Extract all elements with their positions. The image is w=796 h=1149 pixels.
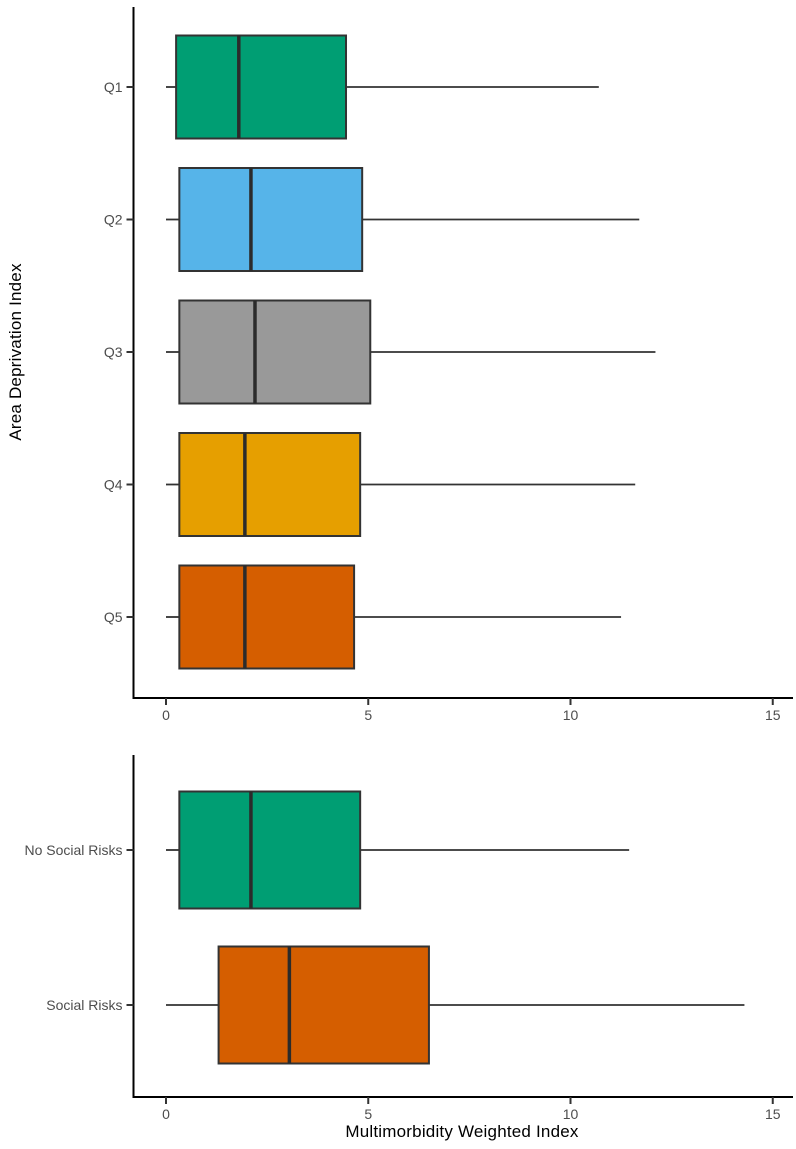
box-q5	[178, 564, 356, 670]
y-tick-label-q4: Q4	[104, 476, 123, 492]
x-tick-label-10: 10	[563, 1106, 579, 1122]
box-q1	[175, 34, 348, 140]
y-tick-label-q2: Q2	[104, 211, 123, 227]
x-tick-label-5: 5	[364, 707, 372, 723]
x-tick-label-15: 15	[765, 707, 781, 723]
bottom-boxplot-panel: 0 5 10 15 No Social Risks Social Risks	[24, 755, 793, 1122]
y-tick-label-social-risks: Social Risks	[46, 997, 122, 1013]
x-tick-label-0: 0	[162, 707, 170, 723]
x-axis-title: Multimorbidity Weighted Index	[345, 1122, 579, 1141]
x-tick-label-10: 10	[563, 707, 579, 723]
y-axis-title: Area Deprivation Index	[6, 263, 25, 441]
box-q3	[178, 299, 372, 405]
x-tick-label-0: 0	[162, 1106, 170, 1122]
box-q4	[178, 432, 362, 537]
y-tick-label-q5: Q5	[104, 609, 123, 625]
box-social-risks	[217, 945, 430, 1065]
box-q2	[178, 167, 364, 272]
box-no-social-risks	[178, 790, 362, 910]
y-tick-label-q1: Q1	[104, 79, 123, 95]
top-boxplot-panel: 0 5 10 15 Q1 Q2 Q3 Q4 Q5	[104, 7, 793, 723]
x-tick-label-15: 15	[765, 1106, 781, 1122]
x-tick-label-5: 5	[364, 1106, 372, 1122]
y-tick-label-no-social-risks: No Social Risks	[24, 842, 122, 858]
y-tick-label-q3: Q3	[104, 344, 123, 360]
